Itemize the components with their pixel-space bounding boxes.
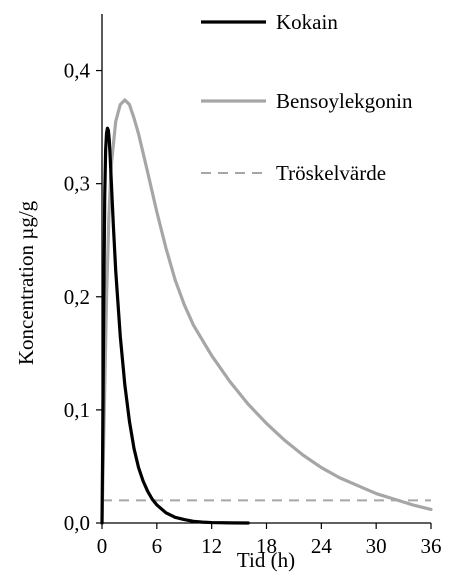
series-layer: [100, 98, 433, 525]
x-tick-label: 12: [201, 534, 222, 558]
x-tick-label: 18: [256, 534, 277, 558]
y-tick-label: 0,1: [64, 398, 90, 422]
legend-label: Kokain: [276, 10, 338, 34]
x-tick-label: 6: [152, 534, 163, 558]
x-tick-label: 24: [311, 534, 333, 558]
series-line-kokain: [100, 126, 250, 525]
x-tick-label: 0: [97, 534, 108, 558]
x-tick-label: 36: [421, 534, 442, 558]
series-line-bensoylekgonin: [100, 98, 433, 525]
y-tick-label: 0,0: [64, 511, 90, 535]
y-tick-label: 0,3: [64, 172, 90, 196]
x-axis-title: Tid (h): [237, 548, 295, 572]
y-tick-label: 0,4: [64, 59, 91, 83]
y-tick-label: 0,2: [64, 285, 90, 309]
legend-label: Bensoylekgonin: [276, 89, 413, 113]
legend: Kokain Bensoylekgonin Tröskelvärde: [201, 10, 413, 185]
y-axis-title: Koncentration µg/g: [14, 200, 38, 365]
legend-label: Tröskelvärde: [276, 161, 386, 185]
ticks: 0 6 12 18 24 30 36 0,0 0,1 0,2 0,3 0,4: [64, 59, 442, 558]
x-tick-label: 30: [366, 534, 387, 558]
